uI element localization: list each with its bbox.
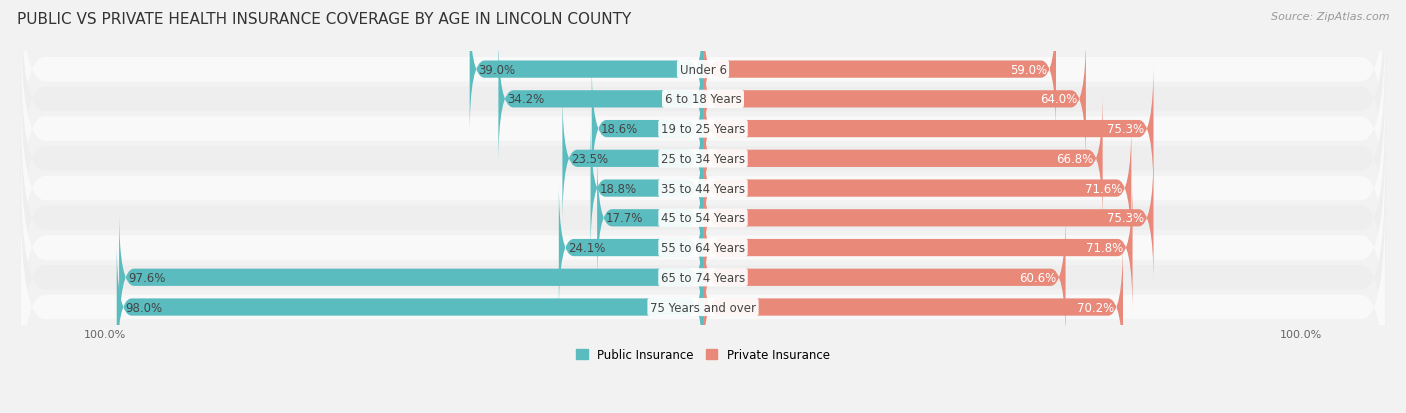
Text: 23.5%: 23.5% [571, 152, 609, 166]
FancyBboxPatch shape [21, 52, 1385, 266]
Text: 6 to 18 Years: 6 to 18 Years [665, 93, 741, 106]
FancyBboxPatch shape [703, 212, 1066, 343]
FancyBboxPatch shape [21, 201, 1385, 413]
FancyBboxPatch shape [558, 183, 703, 313]
FancyBboxPatch shape [598, 153, 703, 284]
FancyBboxPatch shape [498, 34, 703, 165]
FancyBboxPatch shape [21, 23, 1385, 236]
Text: 19 to 25 Years: 19 to 25 Years [661, 123, 745, 136]
FancyBboxPatch shape [21, 82, 1385, 295]
FancyBboxPatch shape [592, 64, 703, 195]
Text: 65 to 74 Years: 65 to 74 Years [661, 271, 745, 284]
Text: 71.6%: 71.6% [1085, 182, 1122, 195]
FancyBboxPatch shape [21, 112, 1385, 325]
Text: 34.2%: 34.2% [508, 93, 544, 106]
FancyBboxPatch shape [703, 183, 1133, 313]
Text: 24.1%: 24.1% [568, 242, 605, 254]
FancyBboxPatch shape [21, 0, 1385, 176]
FancyBboxPatch shape [21, 141, 1385, 354]
Text: 75 Years and over: 75 Years and over [650, 301, 756, 314]
Text: 45 to 54 Years: 45 to 54 Years [661, 212, 745, 225]
Text: 55 to 64 Years: 55 to 64 Years [661, 242, 745, 254]
Text: 17.7%: 17.7% [606, 212, 644, 225]
Text: 97.6%: 97.6% [128, 271, 166, 284]
FancyBboxPatch shape [117, 242, 703, 373]
FancyBboxPatch shape [591, 123, 703, 254]
Text: PUBLIC VS PRIVATE HEALTH INSURANCE COVERAGE BY AGE IN LINCOLN COUNTY: PUBLIC VS PRIVATE HEALTH INSURANCE COVER… [17, 12, 631, 27]
Text: 18.6%: 18.6% [600, 123, 638, 136]
Text: 75.3%: 75.3% [1108, 212, 1144, 225]
Text: 39.0%: 39.0% [478, 64, 516, 76]
Text: Under 6: Under 6 [679, 64, 727, 76]
FancyBboxPatch shape [470, 5, 703, 135]
FancyBboxPatch shape [21, 0, 1385, 206]
Legend: Public Insurance, Private Insurance: Public Insurance, Private Insurance [571, 343, 835, 366]
FancyBboxPatch shape [703, 93, 1102, 225]
Text: 98.0%: 98.0% [125, 301, 163, 314]
FancyBboxPatch shape [703, 123, 1132, 254]
FancyBboxPatch shape [703, 34, 1085, 165]
Text: 75.3%: 75.3% [1108, 123, 1144, 136]
FancyBboxPatch shape [21, 171, 1385, 384]
Text: 18.8%: 18.8% [599, 182, 637, 195]
Text: 35 to 44 Years: 35 to 44 Years [661, 182, 745, 195]
Text: 70.2%: 70.2% [1077, 301, 1114, 314]
Text: 66.8%: 66.8% [1056, 152, 1094, 166]
Text: Source: ZipAtlas.com: Source: ZipAtlas.com [1271, 12, 1389, 22]
Text: 71.8%: 71.8% [1087, 242, 1123, 254]
Text: 60.6%: 60.6% [1019, 271, 1056, 284]
Text: 64.0%: 64.0% [1039, 93, 1077, 106]
FancyBboxPatch shape [703, 64, 1153, 195]
FancyBboxPatch shape [703, 242, 1123, 373]
FancyBboxPatch shape [562, 93, 703, 225]
FancyBboxPatch shape [703, 153, 1153, 284]
Text: 25 to 34 Years: 25 to 34 Years [661, 152, 745, 166]
FancyBboxPatch shape [120, 212, 703, 343]
Text: 59.0%: 59.0% [1010, 64, 1047, 76]
FancyBboxPatch shape [703, 5, 1056, 135]
